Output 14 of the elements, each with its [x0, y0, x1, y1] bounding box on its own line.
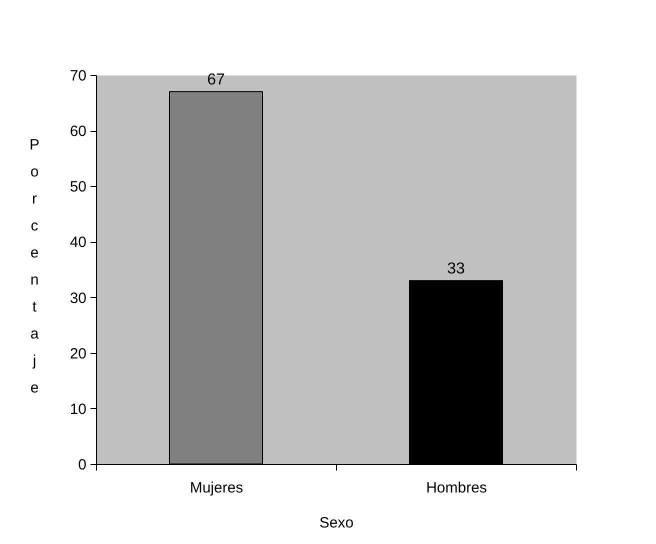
y-tick-label: 50 — [70, 178, 86, 196]
y-tick-label: 10 — [70, 400, 86, 418]
data-label: 33 — [447, 260, 465, 278]
y-tick-label: 40 — [70, 234, 86, 252]
y-tick-label: 60 — [70, 123, 86, 140]
x-axis-title: Sexo — [319, 514, 354, 532]
y-tick-label: 0 — [78, 456, 86, 474]
x-tick-label: Hombres — [426, 480, 487, 496]
y-tick-label: 30 — [70, 290, 86, 307]
x-tick-label: Mujeres — [190, 480, 244, 496]
data-label: 67 — [207, 72, 225, 89]
y-tick-label: 70 — [70, 68, 86, 84]
y-tick-label: 20 — [70, 345, 86, 362]
text: Porcentaje — [29, 136, 40, 396]
